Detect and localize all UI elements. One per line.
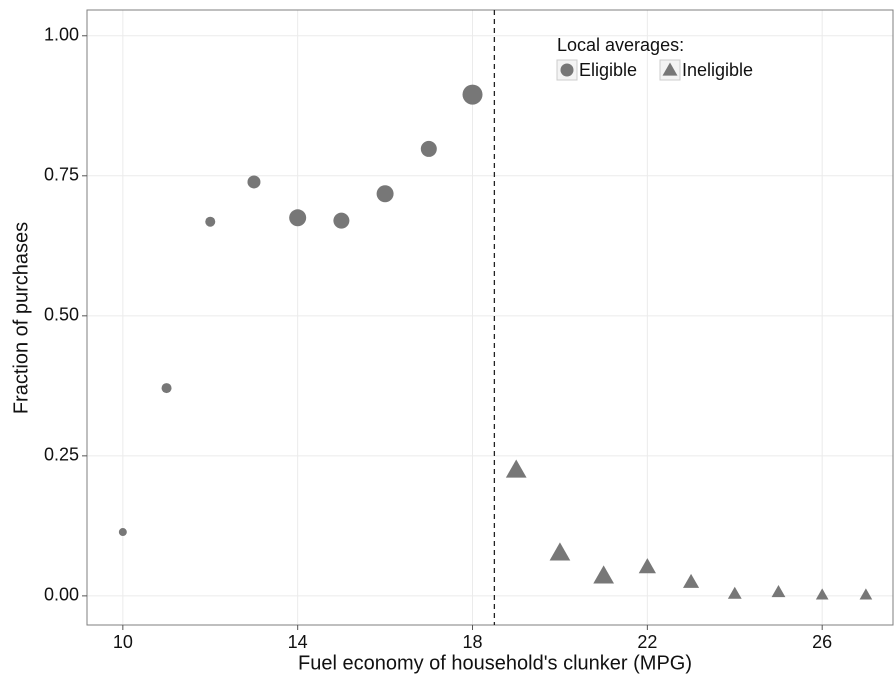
y-tick-label: 0.75 (44, 165, 79, 185)
y-tick-label: 0.00 (44, 585, 79, 605)
point (771, 585, 786, 598)
point (505, 459, 527, 478)
legend-title: Local averages: (557, 35, 684, 55)
y-tick-label: 0.25 (44, 445, 79, 465)
x-tick-label: 26 (812, 632, 832, 652)
point (376, 185, 394, 203)
x-tick-label: 10 (113, 632, 133, 652)
legend-label: Ineligible (682, 60, 753, 80)
x-tick-label: 22 (637, 632, 657, 652)
plot-border (86, 9, 894, 626)
point (333, 212, 350, 229)
point (593, 565, 614, 584)
x-tick-label: 14 (288, 632, 308, 652)
point (118, 528, 127, 537)
point (462, 84, 483, 105)
legend-symbol (560, 63, 574, 77)
point (638, 558, 656, 574)
legend-symbol (662, 62, 678, 76)
point (247, 175, 261, 189)
point (815, 588, 829, 600)
point (549, 542, 571, 561)
y-tick-label: 0.50 (44, 305, 79, 325)
x-tick-label: 18 (463, 632, 483, 652)
point (289, 209, 307, 227)
legend-label: Eligible (579, 60, 637, 80)
point (205, 216, 216, 227)
point (859, 588, 873, 600)
x-axis-label: Fuel economy of household's clunker (MPG… (298, 652, 692, 674)
point (683, 573, 700, 588)
point (727, 586, 742, 599)
y-axis-label: Fraction of purchases (10, 222, 32, 414)
point (161, 383, 172, 394)
point (420, 140, 437, 157)
y-tick-label: 1.00 (44, 25, 79, 45)
